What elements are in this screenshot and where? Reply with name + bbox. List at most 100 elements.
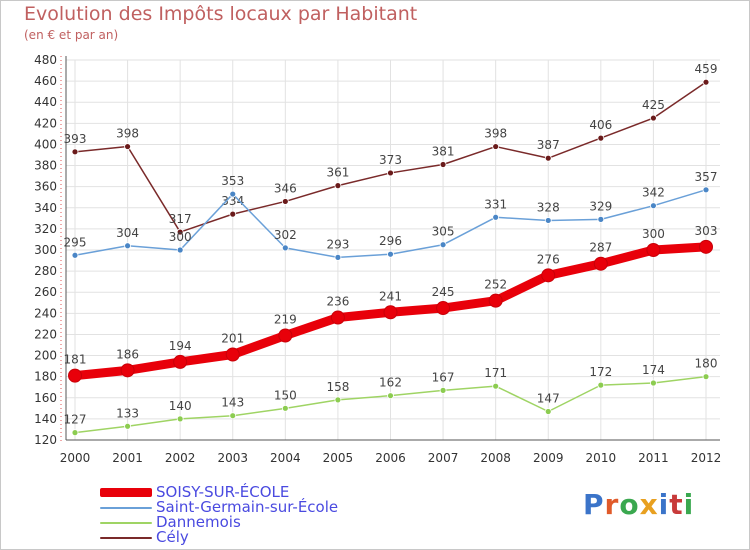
data-label-soisy-sur-cole: 252 xyxy=(484,278,507,292)
legend-item-dannemois[interactable]: Dannemois xyxy=(100,515,338,530)
legend-label-dannemois: Dannemois xyxy=(156,513,241,531)
data-label-saint-germain-sur-cole: 295 xyxy=(64,235,87,249)
data-point-soisy-sur-cole xyxy=(68,368,82,383)
legend-label-saint-germain: Saint-Germain-sur-École xyxy=(156,498,339,516)
data-point-c-ly xyxy=(229,210,237,218)
data-label-soisy-sur-cole: 276 xyxy=(537,252,560,266)
y-tick-label: 160 xyxy=(34,391,57,405)
y-tick-label: 140 xyxy=(34,412,57,426)
data-label-dannemois: 127 xyxy=(64,413,87,427)
data-point-saint-germain-sur-cole xyxy=(544,217,552,224)
data-label-dannemois: 162 xyxy=(379,376,402,390)
data-point-dannemois xyxy=(439,386,447,394)
data-label-c-ly: 317 xyxy=(169,212,192,226)
legend-label-soisy: SOISY-SUR-ÉCOLE xyxy=(156,483,290,501)
data-point-saint-germain-sur-cole xyxy=(176,246,184,254)
x-tick-label: 2008 xyxy=(480,451,511,465)
data-label-soisy-sur-cole: 287 xyxy=(589,241,612,255)
data-point-dannemois xyxy=(124,422,131,430)
data-point-soisy-sur-cole xyxy=(120,363,135,378)
data-point-saint-germain-sur-cole xyxy=(492,213,500,221)
data-label-dannemois: 174 xyxy=(642,363,665,377)
data-label-saint-germain-sur-cole: 304 xyxy=(116,226,139,240)
data-label-saint-germain-sur-cole: 353 xyxy=(221,174,244,188)
data-label-saint-germain-sur-cole: 302 xyxy=(274,228,297,242)
data-label-c-ly: 398 xyxy=(484,127,507,141)
y-tick-label: 480 xyxy=(34,53,57,67)
data-label-soisy-sur-cole: 241 xyxy=(379,289,402,303)
y-tick-label: 400 xyxy=(34,137,57,151)
data-label-c-ly: 361 xyxy=(326,166,349,180)
data-point-c-ly xyxy=(334,182,342,190)
data-label-soisy-sur-cole: 181 xyxy=(64,353,87,367)
data-label-soisy-sur-cole: 303 xyxy=(695,224,718,238)
legend-item-soisy[interactable]: SOISY-SUR-ÉCOLE xyxy=(100,485,338,500)
data-point-soisy-sur-cole xyxy=(593,256,608,271)
y-tick-label: 460 xyxy=(34,74,57,88)
data-label-dannemois: 172 xyxy=(589,365,612,379)
y-tick-label: 280 xyxy=(34,264,57,278)
x-tick-label: 2001 xyxy=(112,451,143,465)
data-label-dannemois: 171 xyxy=(484,366,507,380)
data-point-c-ly xyxy=(702,78,710,86)
data-label-saint-germain-sur-cole: 300 xyxy=(169,230,192,244)
y-tick-label: 220 xyxy=(34,327,57,341)
data-point-saint-germain-sur-cole xyxy=(124,242,131,250)
chart-subtitle: (en € et par an) xyxy=(24,28,119,42)
data-point-saint-germain-sur-cole xyxy=(597,215,605,223)
data-label-c-ly: 387 xyxy=(537,138,560,152)
data-label-soisy-sur-cole: 194 xyxy=(169,339,192,353)
data-point-saint-germain-sur-cole xyxy=(71,251,79,259)
data-point-saint-germain-sur-cole xyxy=(650,202,657,210)
legend-item-cely[interactable]: Cély xyxy=(100,530,338,545)
data-point-c-ly xyxy=(597,134,605,142)
data-label-dannemois: 167 xyxy=(432,370,455,384)
data-point-dannemois xyxy=(492,382,500,390)
data-label-c-ly: 346 xyxy=(274,181,297,195)
x-tick-label: 2000 xyxy=(60,451,91,465)
x-tick-label: 2011 xyxy=(638,451,669,465)
data-point-soisy-sur-cole xyxy=(541,268,556,283)
x-tick-label: 2012 xyxy=(691,451,722,465)
data-label-c-ly: 406 xyxy=(589,118,612,132)
x-tick-label: 2007 xyxy=(428,451,459,465)
data-point-soisy-sur-cole xyxy=(383,305,398,320)
data-label-soisy-sur-cole: 236 xyxy=(326,295,349,309)
y-tick-label: 420 xyxy=(34,116,57,130)
data-point-soisy-sur-cole xyxy=(646,243,661,257)
data-point-saint-germain-sur-cole xyxy=(334,253,342,261)
legend-swatch-saint-germain xyxy=(100,506,152,509)
data-point-soisy-sur-cole xyxy=(173,354,188,369)
data-label-c-ly: 373 xyxy=(379,153,402,167)
data-label-saint-germain-sur-cole: 305 xyxy=(432,225,455,239)
data-point-dannemois xyxy=(597,381,605,389)
proxiti-logo: Proxiti xyxy=(583,488,695,521)
data-label-dannemois: 140 xyxy=(169,399,192,413)
data-label-saint-germain-sur-cole: 328 xyxy=(537,200,560,214)
legend-item-saint-germain[interactable]: Saint-Germain-sur-École xyxy=(100,500,338,515)
legend: SOISY-SUR-ÉCOLE Saint-Germain-sur-École … xyxy=(100,485,338,545)
data-point-dannemois xyxy=(281,404,289,412)
data-point-saint-germain-sur-cole xyxy=(439,241,447,249)
data-point-dannemois xyxy=(650,379,657,387)
data-point-c-ly xyxy=(544,154,552,162)
data-point-dannemois xyxy=(176,415,184,423)
data-point-dannemois xyxy=(702,373,710,381)
data-point-c-ly xyxy=(650,114,657,122)
x-tick-label: 2010 xyxy=(586,451,617,465)
data-point-soisy-sur-cole xyxy=(225,347,240,362)
data-point-dannemois xyxy=(387,392,394,400)
data-point-soisy-sur-cole xyxy=(488,293,503,308)
x-tick-label: 2006 xyxy=(375,451,406,465)
data-point-saint-germain-sur-cole xyxy=(281,244,289,252)
data-point-dannemois xyxy=(229,412,237,420)
x-tick-label: 2005 xyxy=(323,451,354,465)
data-label-dannemois: 180 xyxy=(695,357,718,371)
data-label-c-ly: 334 xyxy=(221,194,244,208)
data-label-soisy-sur-cole: 219 xyxy=(274,313,297,327)
data-label-c-ly: 393 xyxy=(64,132,87,146)
data-label-soisy-sur-cole: 245 xyxy=(432,285,455,299)
data-point-c-ly xyxy=(281,198,289,205)
y-tick-label: 300 xyxy=(34,243,57,257)
